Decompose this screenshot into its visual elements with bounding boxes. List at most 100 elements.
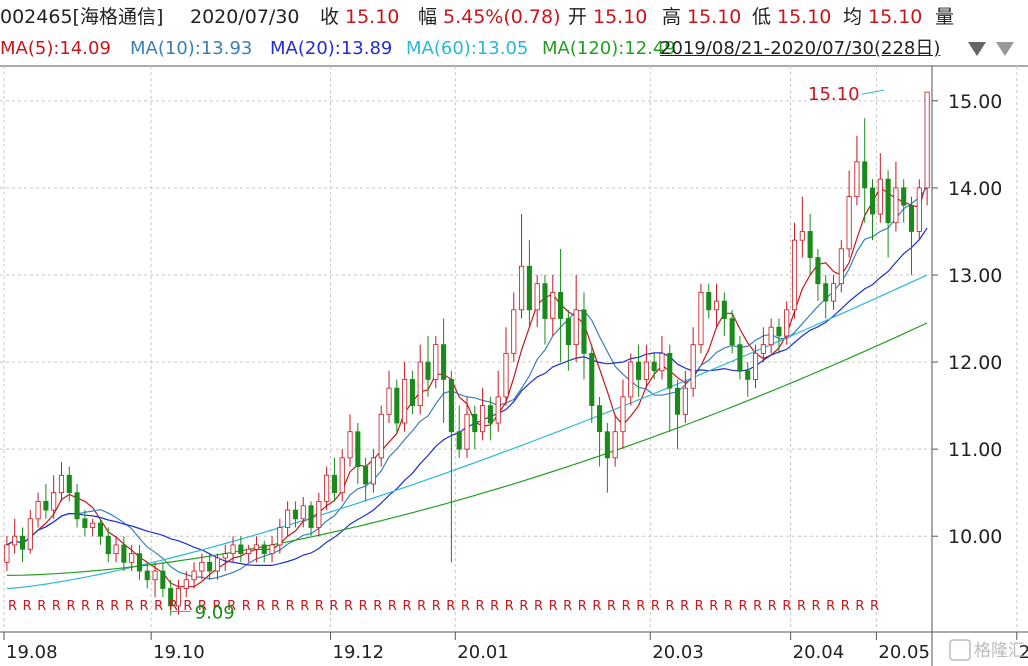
r-marker: R — [782, 599, 791, 614]
candle-body — [43, 500, 49, 511]
candle-body — [19, 535, 26, 550]
candle-body — [495, 396, 501, 424]
candle-body — [82, 518, 88, 528]
candle-body — [737, 344, 743, 372]
candle-body — [355, 431, 361, 467]
logo-icon — [949, 639, 971, 661]
candle-body — [105, 535, 111, 555]
x-tick-label: 20.05 — [878, 642, 930, 663]
candle-body — [877, 178, 883, 215]
candle-body — [409, 379, 415, 407]
r-marker: R — [446, 599, 455, 614]
candle-body — [464, 413, 470, 450]
candle-body — [222, 553, 228, 559]
avg-label: 均 — [843, 6, 863, 28]
candle-body — [425, 361, 431, 380]
candle-body — [269, 544, 275, 555]
r-marker: R — [256, 599, 265, 614]
r-marker: R — [213, 599, 222, 614]
r-marker: R — [388, 599, 397, 614]
candle-body — [690, 344, 696, 389]
candle-body — [417, 361, 423, 406]
candle-body — [199, 561, 205, 572]
r-marker: R — [300, 599, 309, 614]
candle-body — [253, 544, 259, 550]
candle-body — [331, 474, 337, 494]
x-tick-label: 19.12 — [333, 642, 385, 663]
candle-body — [480, 405, 486, 433]
r-marker: R — [797, 599, 806, 614]
y-tick-label: 13.00 — [948, 265, 1002, 287]
candle-body — [292, 509, 298, 520]
candle-body — [503, 352, 509, 398]
r-marker: R — [373, 599, 382, 614]
r-marker: R — [812, 599, 821, 614]
r-marker: R — [724, 599, 733, 614]
candle-body — [347, 431, 353, 459]
r-marker: R — [665, 599, 674, 614]
candle-body — [830, 283, 837, 302]
r-marker: R — [271, 599, 280, 614]
r-marker: R — [519, 599, 528, 614]
ma10-legend: MA(10):13.93 — [130, 38, 253, 59]
r-marker: R — [461, 599, 470, 614]
r-marker: R — [315, 599, 324, 614]
r-marker: R — [110, 599, 119, 614]
change-label: 幅 — [418, 6, 438, 28]
candle-body — [386, 387, 392, 415]
candle-body — [589, 352, 595, 407]
candle-body — [745, 370, 751, 380]
high-label: 高 — [662, 6, 682, 28]
candle-body — [511, 309, 517, 354]
candle-body — [823, 283, 829, 302]
open-value: 15.10 — [593, 6, 648, 28]
candle-body — [207, 561, 213, 572]
candle-body — [152, 570, 158, 581]
r-marker: R — [680, 599, 689, 614]
triangle-down-icon[interactable] — [968, 42, 986, 56]
candle-body — [214, 557, 220, 572]
candle-body — [402, 379, 408, 424]
candle-body — [90, 522, 96, 528]
candle-body — [776, 326, 782, 337]
candle-body — [628, 361, 634, 398]
r-marker: R — [125, 599, 134, 614]
candle-body — [643, 361, 649, 380]
candle-body — [300, 505, 306, 520]
r-marker: R — [8, 599, 17, 614]
ma60-legend: MA(60):13.05 — [406, 38, 529, 59]
y-axis: 15.00 14.00 13.00 12.00 11.00 10.00 — [932, 91, 1002, 548]
candle-body — [807, 231, 813, 258]
candle-body — [760, 344, 766, 354]
ma120-legend: MA(120):12.49 — [542, 38, 676, 59]
candle-body — [97, 522, 104, 537]
candles — [4, 91, 930, 616]
candle-body — [597, 405, 603, 433]
ma5-legend: MA(5):14.09 — [0, 38, 111, 59]
candle-body — [363, 466, 369, 485]
candle-body — [885, 178, 891, 224]
y-tick-label: 11.00 — [948, 439, 1002, 461]
high-value: 15.10 — [687, 6, 742, 28]
candle-body — [370, 457, 376, 485]
candle-body — [12, 535, 18, 546]
y-tick-label: 12.00 — [948, 352, 1002, 374]
candle-body — [58, 474, 65, 494]
r-marker: R — [505, 599, 514, 614]
candle-body — [893, 187, 899, 224]
candle-body — [573, 309, 579, 346]
r-marker: R — [432, 599, 441, 614]
candle-body — [238, 544, 244, 555]
r-marker: R — [402, 599, 411, 614]
candle-body — [916, 187, 922, 232]
candle-body — [558, 291, 564, 319]
triangle-down-icon[interactable] — [996, 42, 1014, 56]
r-marker: R — [476, 599, 485, 614]
candle-body — [519, 265, 525, 311]
candle-body — [472, 413, 478, 433]
low-annotation: 9.09 — [195, 602, 235, 623]
candle-body — [838, 248, 844, 285]
candle-body — [636, 361, 642, 380]
r-marker: R — [592, 599, 601, 614]
candle-body — [854, 161, 860, 198]
